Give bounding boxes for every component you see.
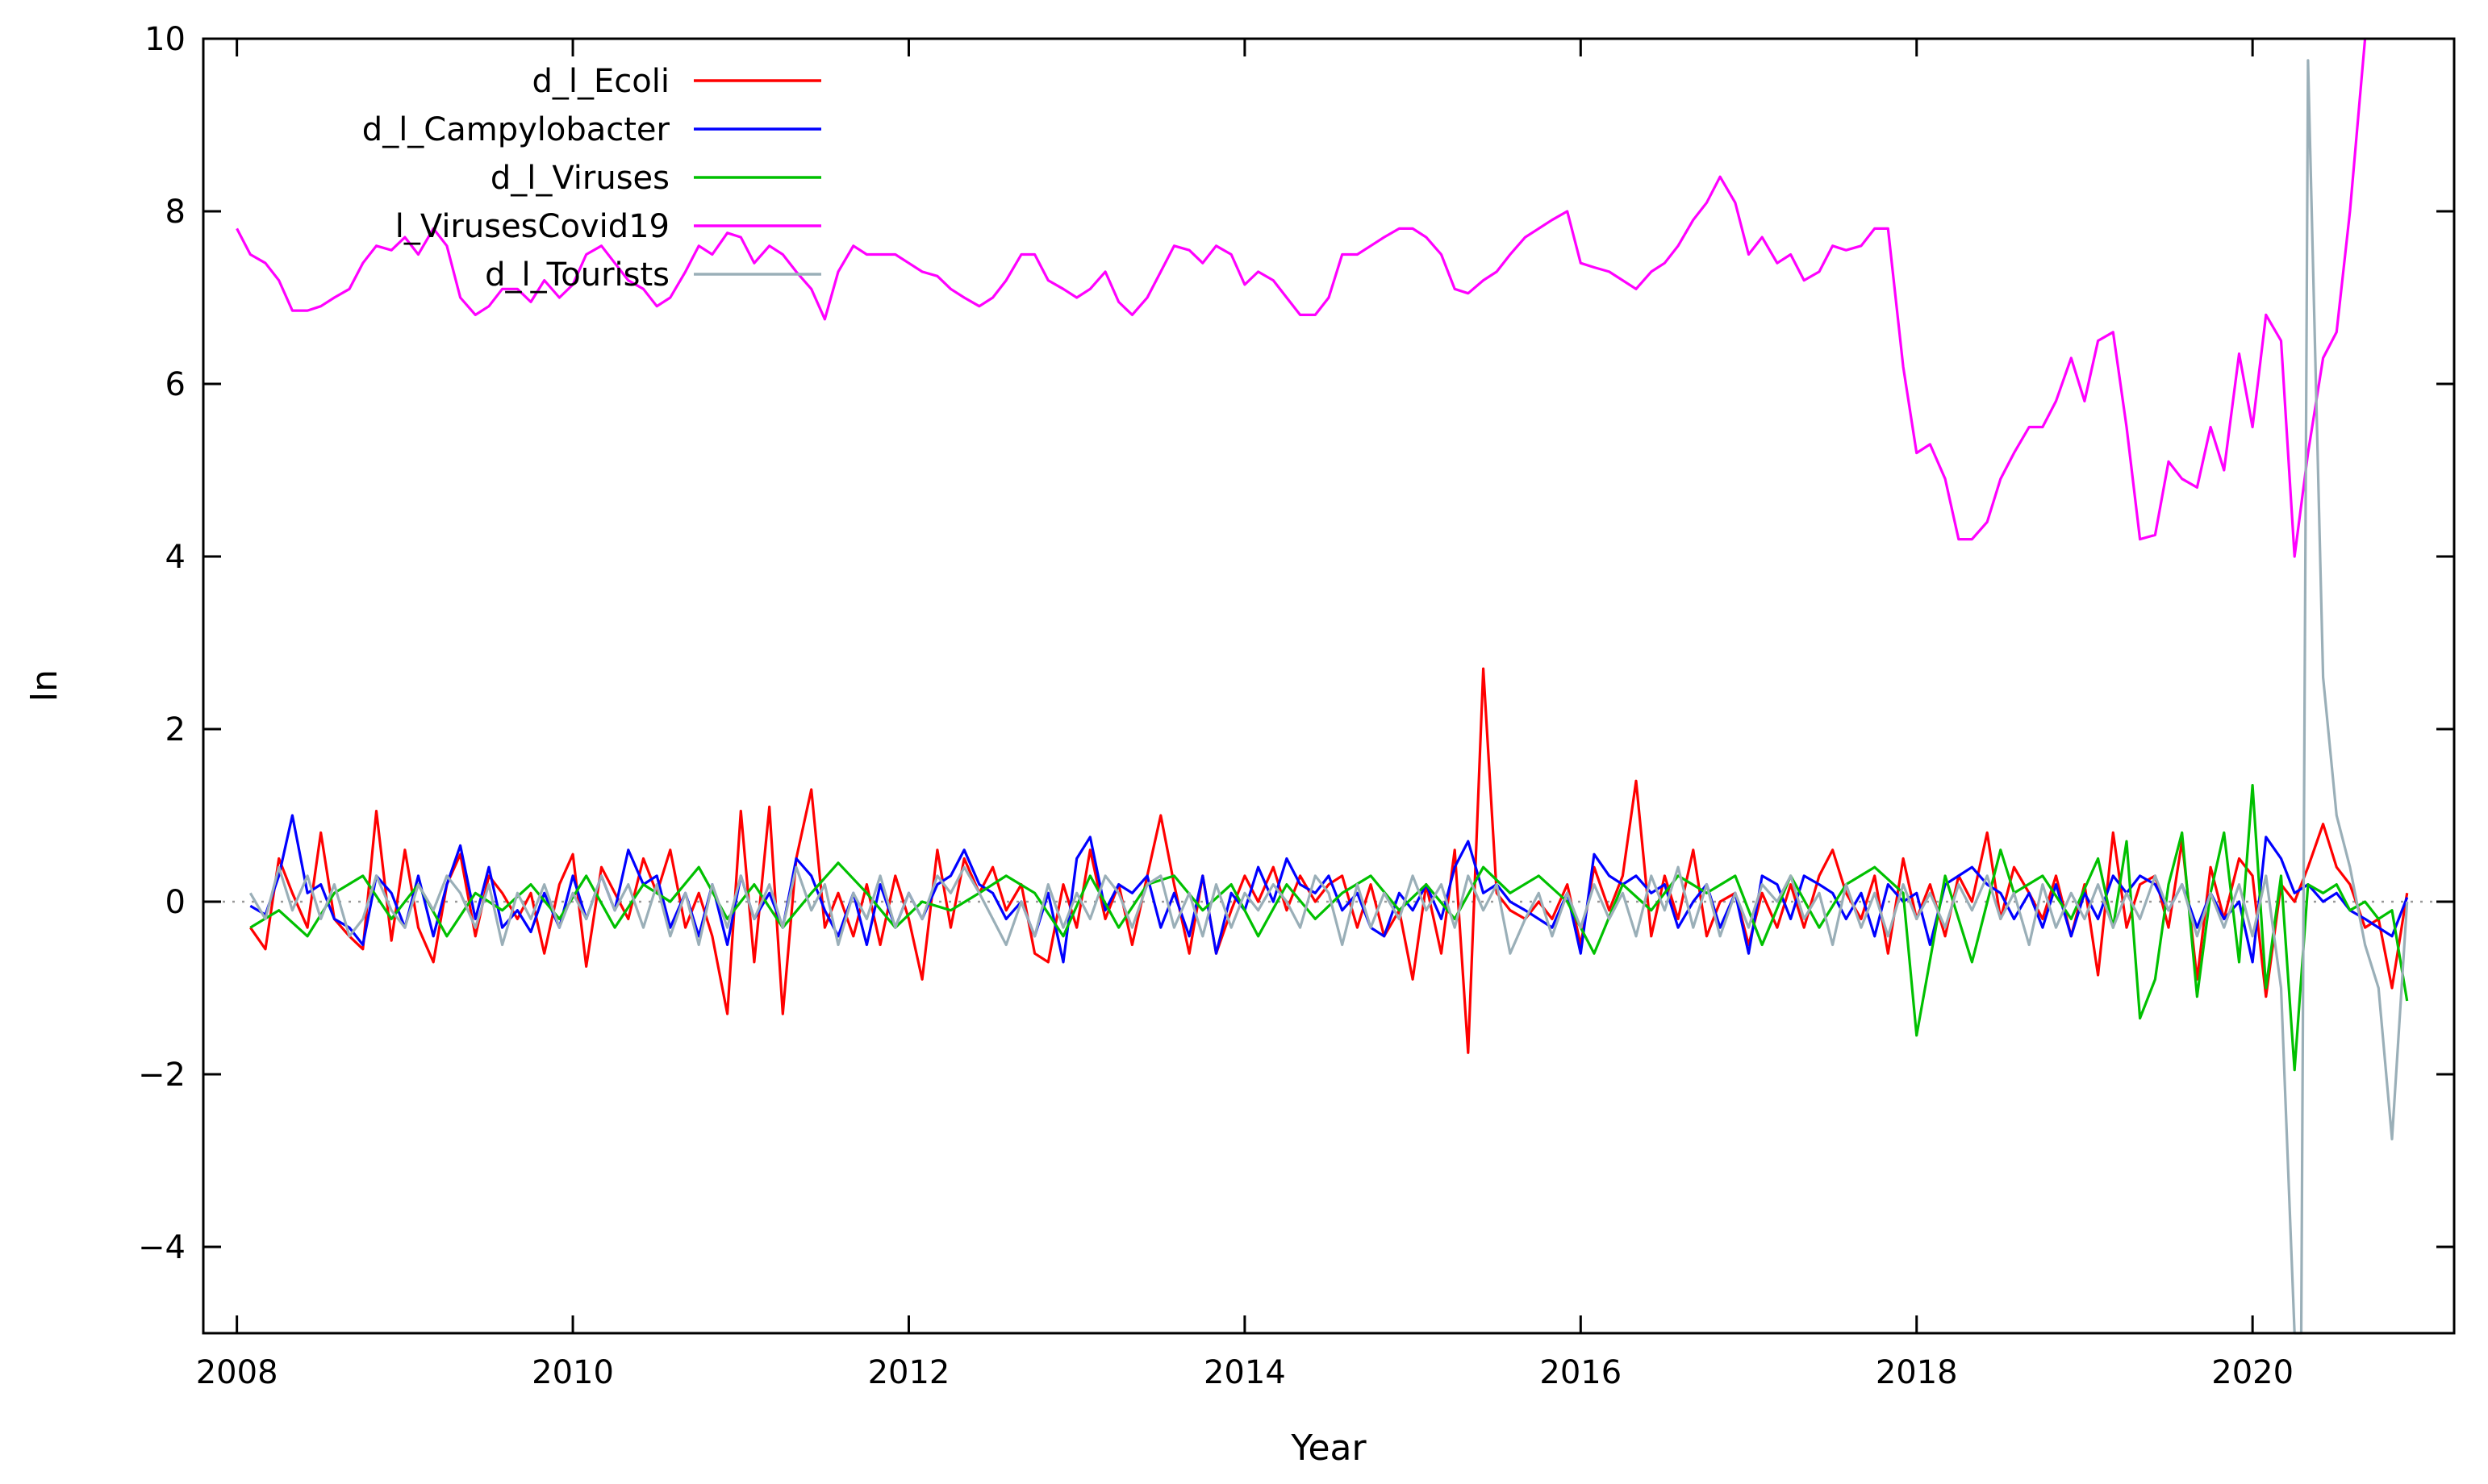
legend-label-d_l_Campylobacter: d_l_Campylobacter	[362, 111, 670, 148]
y-tick-label--4: −4	[138, 1229, 186, 1266]
series-lines	[236, 38, 2409, 1335]
plot-frame	[202, 37, 2456, 1335]
legend: d_l_Ecoli d_l_Campylobacter d_l_Viruses l_V…	[362, 63, 821, 294]
x-tick-label-2020: 2020	[2211, 1354, 2294, 1391]
y-tick-label-2: 2	[165, 711, 186, 748]
y-tick-label--2: −2	[138, 1057, 186, 1094]
legend-label-d_l_Viruses: d_l_Viruses	[491, 160, 670, 197]
series-line-d_l_Viruses	[249, 783, 2409, 1072]
series-line-d_l_Tourists	[248, 59, 2409, 1335]
x-tick-label-2010: 2010	[532, 1354, 614, 1391]
plot-area-background	[203, 39, 2454, 1333]
legend-label-d_l_Tourists: d_l_Tourists	[485, 256, 670, 294]
series-line-d_l_Ecoli	[248, 667, 2409, 1054]
y-tick-label-6: 6	[165, 366, 186, 403]
x-tick-label-2008: 2008	[196, 1354, 278, 1391]
y-tick-label-4: 4	[165, 539, 186, 576]
x-tick-label-2016: 2016	[1539, 1354, 1622, 1391]
x-axis-ticks: 2008 2010 2012 2014 2016 2018 2020	[196, 39, 2294, 1391]
x-tick-label-2014: 2014	[1204, 1354, 1286, 1391]
y-tick-label-10: 10	[144, 21, 186, 58]
legend-label-l_VirusesCovid19: l_VirusesCovid19	[395, 208, 670, 245]
x-tick-label-2012: 2012	[868, 1354, 950, 1391]
y-tick-label-8: 8	[165, 194, 186, 231]
series-line-l_VirusesCovid19	[236, 38, 2367, 558]
x-tick-label-2018: 2018	[1876, 1354, 1958, 1391]
y-tick-label-0: 0	[165, 884, 186, 921]
y-axis-label: ln	[24, 669, 65, 702]
legend-label-d_l_Ecoli: d_l_Ecoli	[532, 63, 670, 100]
x-axis-label: Year	[1290, 1428, 1367, 1469]
y-axis-ticks: −4 −2 0 2 4 6 8 10	[138, 21, 2454, 1266]
